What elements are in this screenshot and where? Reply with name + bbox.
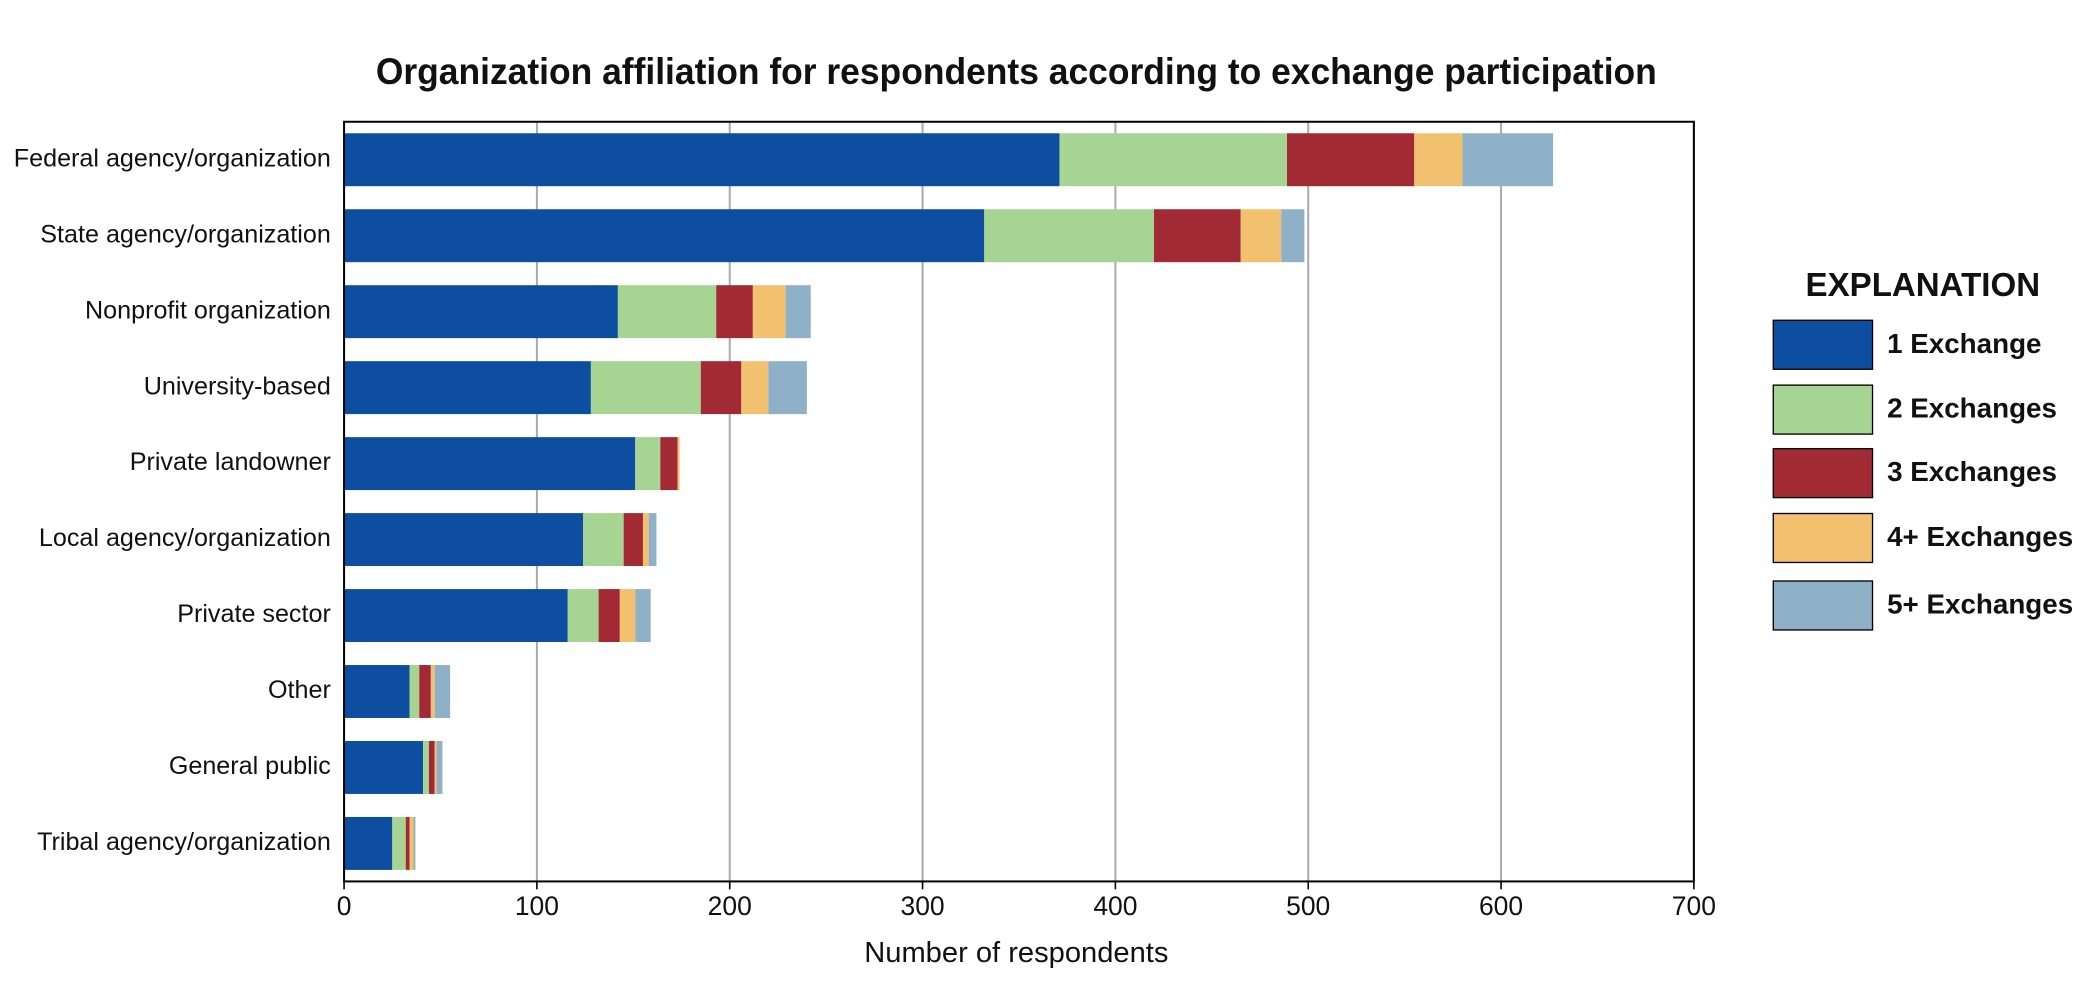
- bar-segment: [344, 513, 584, 567]
- bar-segment: [413, 816, 416, 870]
- legend-swatch: [1772, 384, 1874, 435]
- x-tick-label: 400: [1093, 891, 1137, 921]
- bar-segment: [785, 285, 811, 339]
- bar-segment: [430, 665, 435, 718]
- bar-segment: [617, 285, 717, 339]
- legend-label: 4+ Exchanges: [1887, 521, 2073, 552]
- y-tick-label: Other: [268, 676, 331, 704]
- legend-label: 1 Exchange: [1887, 328, 2041, 359]
- x-tick-label: 700: [1672, 891, 1716, 921]
- legend-swatch: [1772, 447, 1874, 499]
- bar-segment: [409, 816, 414, 870]
- legend-swatch: [1772, 319, 1874, 370]
- legend-swatch: [1772, 512, 1874, 564]
- bar-segment: [1153, 209, 1241, 263]
- bar-segment: [1059, 133, 1288, 187]
- bar-segment: [984, 209, 1154, 263]
- bar-segment: [344, 209, 985, 263]
- bar-segment: [716, 285, 753, 339]
- x-tick-label: 600: [1479, 891, 1523, 921]
- legend-swatch: [1772, 580, 1874, 631]
- bar-segment: [619, 589, 636, 643]
- y-tick-label: Private landowner: [130, 448, 331, 476]
- bar-segment: [741, 361, 769, 415]
- y-tick-label: Tribal agency/organization: [37, 828, 331, 856]
- bar-segment: [436, 740, 443, 794]
- bar-segment: [768, 361, 807, 415]
- x-tick-label: 500: [1286, 891, 1330, 921]
- plot-frame: [343, 120, 1695, 883]
- bar-segment: [635, 437, 661, 491]
- x-tick-label: 0: [337, 891, 352, 921]
- y-tick-label: Private sector: [177, 600, 331, 628]
- bar-segment: [344, 361, 591, 415]
- x-tick-label: 100: [515, 891, 559, 921]
- bar-segment: [344, 437, 636, 491]
- bar-segment: [660, 437, 678, 491]
- legend-title: EXPLANATION: [1806, 267, 2041, 304]
- legend-label: 3 Exchanges: [1887, 456, 2057, 487]
- bar-segment: [752, 285, 786, 339]
- bar-segment: [1287, 133, 1415, 187]
- legend-label: 5+ Exchanges: [1887, 588, 2073, 619]
- bar-segment: [590, 361, 701, 415]
- bar-segment: [1462, 133, 1554, 187]
- bar-segment: [648, 513, 657, 567]
- bar-segment: [344, 665, 410, 718]
- bar-segment: [344, 285, 618, 339]
- bar-segment: [419, 665, 431, 718]
- bar-segment: [344, 589, 568, 643]
- bar-segment: [1240, 209, 1282, 263]
- x-tick-label: 300: [900, 891, 944, 921]
- x-tick-label: 200: [708, 891, 752, 921]
- bar-segment: [1414, 133, 1463, 187]
- y-tick-label: State agency/organization: [40, 220, 331, 248]
- bar-segment: [409, 665, 420, 718]
- bar-segment: [642, 513, 649, 567]
- bar-segment: [583, 513, 624, 567]
- y-tick-label: Nonprofit organization: [85, 296, 331, 324]
- chart-title: Organization affiliation for respondents…: [376, 50, 1657, 92]
- bar-segment: [344, 740, 424, 794]
- bar-segment: [344, 133, 1060, 187]
- bar-segment: [392, 816, 406, 870]
- y-tick-label: General public: [169, 752, 331, 780]
- bar-segment: [677, 437, 680, 491]
- bar-segment: [567, 589, 599, 643]
- bar-segment: [434, 740, 437, 794]
- bar-segment: [405, 816, 410, 870]
- bar-segment: [635, 589, 651, 643]
- bar-segment: [598, 589, 620, 643]
- bar-segment: [428, 740, 435, 794]
- bar-segment: [700, 361, 742, 415]
- y-tick-label: Local agency/organization: [39, 524, 331, 552]
- y-tick-label: Federal agency/organization: [14, 144, 331, 172]
- bar-segment: [344, 816, 393, 870]
- bar-segment: [1281, 209, 1305, 263]
- legend-label: 2 Exchanges: [1887, 393, 2057, 424]
- bar-segment: [434, 665, 451, 718]
- bar-segment: [623, 513, 643, 567]
- bar-segment: [423, 740, 429, 794]
- x-axis-label: Number of respondents: [864, 937, 1168, 969]
- y-tick-label: University-based: [144, 372, 331, 400]
